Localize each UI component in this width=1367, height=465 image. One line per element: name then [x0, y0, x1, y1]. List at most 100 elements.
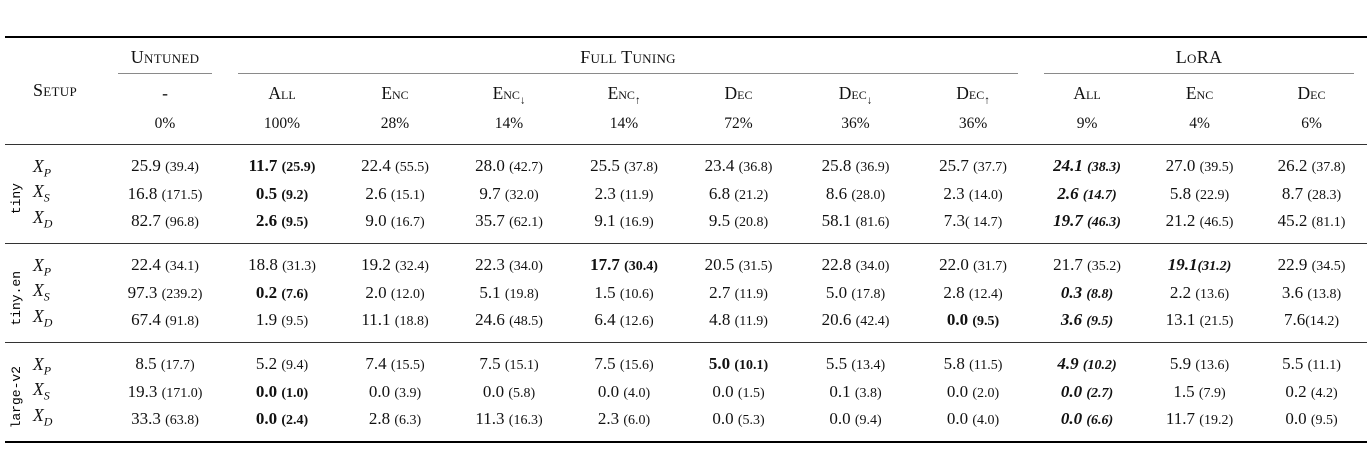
table-cell: 22.0 (31.7)	[939, 255, 1007, 274]
table-cell: 8.6 (28.0)	[825, 183, 886, 203]
table-cell: 0.2 (4.2)	[1285, 381, 1338, 401]
table-cell: 19.7 (46.3)	[1053, 211, 1121, 230]
col-pct: 36%	[958, 114, 988, 132]
table-cell: 2.8 (12.4)	[943, 282, 1003, 302]
table-cell: 33.3 (63.8)	[131, 409, 199, 428]
table-cell: 3.6 (9.5)	[1060, 310, 1114, 329]
table-cell: 4.8 (11.9)	[709, 310, 768, 329]
table-cell: 58.1 (81.6)	[821, 211, 890, 230]
col-pct: 14%	[609, 114, 639, 132]
table-cell: 0.0 (2.0)	[946, 381, 1000, 401]
table-cell: 0.0 (2.7)	[1060, 381, 1114, 401]
table-row: XS 19.3 (171.0) 0.0 (1.0) 0.0 (3.9) 0.0 (5.8…	[5, 378, 1367, 405]
row-label: XD	[33, 207, 53, 231]
table-cell: 16.8 (171.5)	[127, 183, 203, 203]
col-header-ft-dec-down: Dec↓ 36%	[796, 74, 916, 145]
col-pct: 9%	[1076, 114, 1098, 132]
table-cell: 11.3 (16.3)	[475, 409, 543, 428]
table-cell: 17.7 (30.4)	[590, 255, 658, 274]
table-cell: 2.6 (9.5)	[255, 211, 309, 230]
table-cell: 23.4 (36.8)	[704, 156, 773, 175]
table-cell: 2.6 (15.1)	[365, 183, 425, 203]
row-label: XD	[33, 306, 53, 330]
col-pct: 100%	[263, 114, 301, 132]
table-cell: 22.3 (34.0)	[475, 255, 543, 274]
table-cell: 24.6 (48.5)	[475, 310, 543, 329]
table-header: Setup Untuned Full Tuning LoRA - 0% All	[5, 37, 1367, 145]
row-group-tiny: tiny XP 25.9 (39.4) 11.7 (25.9) 22.4 (55.5) 2…	[5, 144, 1367, 243]
row-label: XP	[33, 155, 52, 180]
group-title-untuned: Untuned	[118, 47, 213, 74]
col-header-lora-all: All 9%	[1031, 74, 1144, 145]
col-header-ft-enc-down: Enc↓ 14%	[451, 74, 568, 145]
table-row: XD 67.4 (91.8) 1.9 (9.5) 11.1 (18.8) 24.6 (4…	[5, 306, 1367, 342]
row-label: XS	[33, 181, 50, 205]
table-cell: 2.8 (6.3)	[368, 409, 422, 428]
col-pct: 36%	[841, 114, 870, 132]
col-pct: 72%	[724, 114, 753, 132]
table-cell: 0.2 (7.6)	[255, 282, 309, 302]
table-cell: 5.5 (13.4)	[825, 354, 886, 373]
table-cell: 5.1 (19.8)	[479, 282, 539, 302]
table-cell: 5.0 (10.1)	[708, 354, 769, 373]
group-label-text: tiny.en	[8, 270, 24, 326]
down-arrow-icon: ↓	[519, 94, 526, 107]
table-row: XS 16.8 (171.5) 0.5 (9.2) 2.6 (15.1) 9.7 (32…	[5, 180, 1367, 207]
table-cell: 0.1 (3.8)	[829, 381, 882, 401]
group-header-lora: LoRA	[1031, 37, 1367, 74]
col-header-ft-dec-up: Dec↑ 36%	[915, 74, 1032, 145]
table-cell: 82.7 (96.8)	[131, 211, 199, 230]
table-row: XD 33.3 (63.8) 0.0 (2.4) 2.8 (6.3) 11.3 (16.…	[5, 405, 1367, 442]
group-header-row: Setup Untuned Full Tuning LoRA	[5, 37, 1367, 145]
table-cell: 3.6 (13.8)	[1281, 282, 1342, 302]
table-cell: 25.9 (39.4)	[131, 156, 199, 175]
table-cell: 22.8 (34.0)	[821, 255, 890, 274]
row-group-large-v2: large-v2 XP 8.5 (17.7) 5.2 (9.4) 7.4 (15.5) 7…	[5, 342, 1367, 442]
row-label: XP	[33, 254, 52, 279]
row-label: XS	[33, 379, 50, 403]
table-cell: 5.8 (11.5)	[943, 354, 1003, 373]
col-header-ft-all: All 100%	[225, 74, 340, 145]
table-cell: 27.0 (39.5)	[1165, 156, 1234, 175]
table-cell: 28.0 (42.7)	[475, 156, 543, 175]
table-cell: 25.8 (36.9)	[821, 156, 890, 175]
table-row: tiny.en XP 22.4 (34.1) 18.8 (31.3) 19.2 (32.…	[5, 243, 1367, 326]
group-label: tiny.en	[5, 243, 27, 342]
group-label-text: large-v2	[8, 365, 24, 429]
table-cell: 0.0 (5.3)	[712, 409, 765, 428]
col-header-ft-dec: Dec 72%	[681, 74, 797, 145]
table-cell: 6.4 (12.6)	[594, 310, 654, 329]
table-cell: 19.1(31.2)	[1167, 255, 1232, 274]
table-cell: 0.0 (3.9)	[368, 381, 422, 401]
table-cell: 1.5 (7.9)	[1173, 381, 1226, 401]
table-cell: 0.0 (4.0)	[597, 381, 651, 401]
table-cell: 20.5 (31.5)	[704, 255, 773, 274]
table-cell: 18.8 (31.3)	[248, 255, 316, 274]
table-cell: 0.3 (8.8)	[1060, 282, 1114, 302]
group-header-full-tuning: Full Tuning	[225, 37, 1031, 74]
table-cell: 0.0 (9.5)	[1285, 409, 1338, 428]
table-cell: 67.4 (91.8)	[131, 310, 199, 329]
table-cell: 21.2 (46.5)	[1165, 211, 1234, 230]
setup-header: Setup	[5, 37, 106, 145]
col-pct: 28%	[380, 114, 410, 132]
table-cell: 2.3 (6.0)	[597, 409, 651, 428]
table-cell: 21.7 (35.2)	[1053, 255, 1121, 274]
table-cell: 5.8 (22.9)	[1169, 183, 1230, 203]
table-cell: 97.3 (239.2)	[127, 282, 203, 302]
table-cell: 11.7 (19.2)	[1165, 409, 1234, 428]
table-cell: 2.7 (11.9)	[709, 282, 768, 302]
group-label-text: tiny	[8, 183, 24, 215]
table-cell: 9.0 (16.7)	[365, 211, 425, 230]
row-group-tiny.en: tiny.en XP 22.4 (34.1) 18.8 (31.3) 19.2 (32.…	[5, 243, 1367, 342]
table-cell: 22.4 (34.1)	[131, 255, 199, 274]
table-row: large-v2 XP 8.5 (17.7) 5.2 (9.4) 7.4 (15.5) 7…	[5, 342, 1367, 429]
table-cell: 45.2 (81.1)	[1277, 211, 1346, 230]
row-label: XP	[33, 353, 52, 378]
table-cell: 0.0 (9.5)	[946, 310, 1000, 329]
table-cell: 5.2 (9.4)	[255, 354, 309, 373]
table-cell: 22.9 (34.5)	[1277, 255, 1346, 274]
col-header-untuned: - 0%	[105, 74, 226, 145]
row-label: XS	[33, 280, 50, 304]
